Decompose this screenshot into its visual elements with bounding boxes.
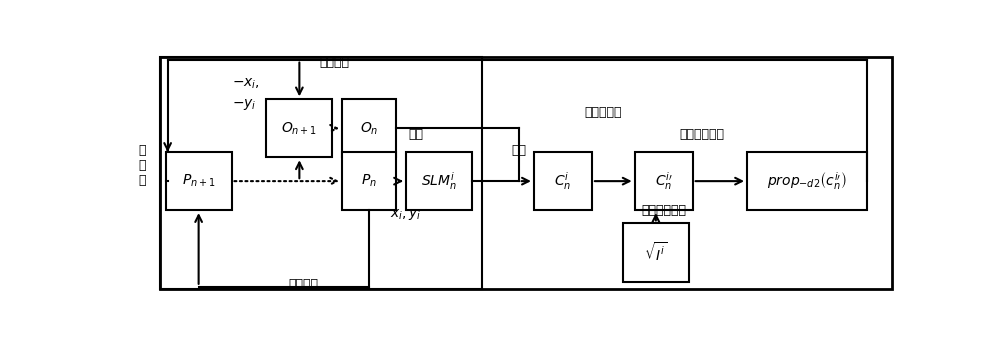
Bar bbox=[160, 57, 892, 289]
Text: 反
平
移: 反 平 移 bbox=[138, 144, 146, 187]
Bar bbox=[166, 152, 232, 210]
Text: $-y_i$: $-y_i$ bbox=[232, 97, 256, 112]
Bar bbox=[623, 223, 689, 282]
Text: $-x_i,$: $-x_i,$ bbox=[232, 76, 260, 91]
Text: 平移: 平移 bbox=[408, 128, 423, 141]
Text: $\sqrt{I^i}$: $\sqrt{I^i}$ bbox=[644, 241, 667, 264]
Bar bbox=[747, 152, 867, 210]
Text: 交替更新: 交替更新 bbox=[319, 56, 349, 69]
Text: $O_n$: $O_n$ bbox=[360, 120, 378, 137]
Bar bbox=[534, 152, 592, 210]
Text: $C_n^{i\prime}$: $C_n^{i\prime}$ bbox=[655, 170, 673, 192]
Bar bbox=[266, 99, 332, 157]
Text: $P_n$: $P_n$ bbox=[361, 173, 377, 189]
Bar bbox=[635, 152, 693, 210]
Text: 菲涅耳传播: 菲涅耳传播 bbox=[584, 106, 622, 119]
Text: $P_{n+1}$: $P_{n+1}$ bbox=[182, 173, 215, 189]
Text: $O_{n+1}$: $O_{n+1}$ bbox=[281, 120, 317, 137]
Bar bbox=[406, 152, 472, 210]
Bar bbox=[342, 152, 396, 210]
Text: 点乘: 点乘 bbox=[511, 144, 526, 157]
Bar bbox=[342, 99, 396, 157]
Text: 交替更新: 交替更新 bbox=[288, 277, 318, 291]
Text: $prop_{-d2}\left(c_n^{i\prime}\right)$: $prop_{-d2}\left(c_n^{i\prime}\right)$ bbox=[767, 170, 847, 192]
Text: 反菲涅耳传播: 反菲涅耳传播 bbox=[680, 128, 725, 141]
Text: $C_n^i$: $C_n^i$ bbox=[554, 170, 571, 192]
Text: 幅值约束替换: 幅值约束替换 bbox=[641, 204, 686, 217]
Text: $SLM_n^i$: $SLM_n^i$ bbox=[421, 170, 457, 192]
Text: $x_i,y_i$: $x_i,y_i$ bbox=[390, 206, 421, 222]
Bar bbox=[160, 57, 482, 289]
